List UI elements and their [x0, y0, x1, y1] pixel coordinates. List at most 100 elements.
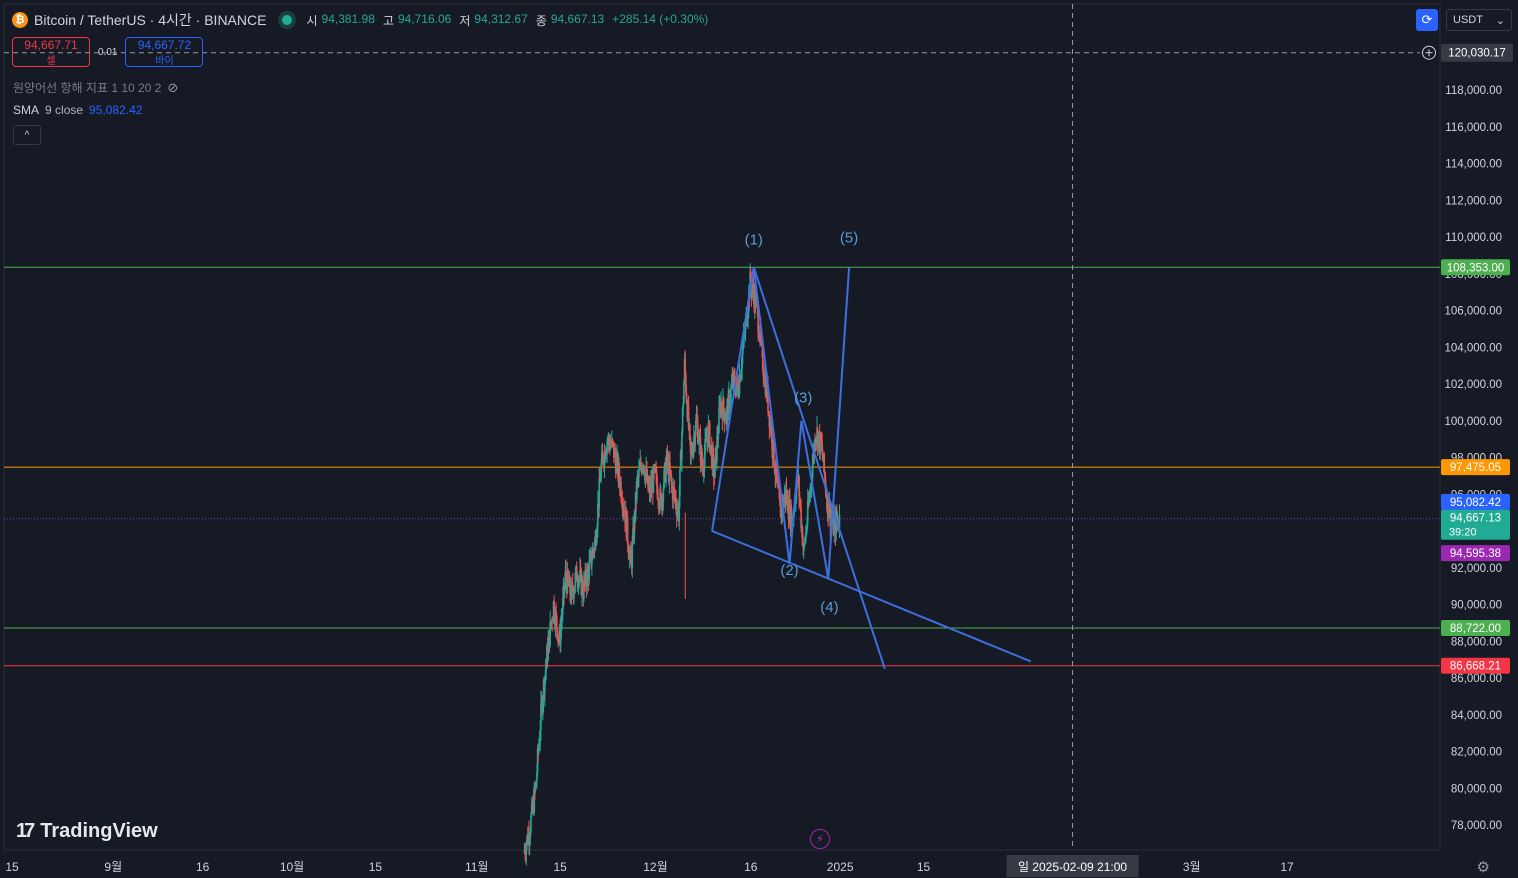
candle-body	[590, 551, 593, 566]
tradingview-logo[interactable]: 17 TradingView	[16, 820, 158, 842]
settings-icon[interactable]: ⚙	[1476, 859, 1490, 876]
candle-body	[659, 490, 662, 497]
candle-body	[573, 591, 575, 599]
candle-body	[573, 586, 576, 592]
current-price-tag	[1441, 509, 1510, 540]
close-value: 94,667.13	[550, 11, 605, 26]
candle-body	[717, 433, 720, 439]
candle-body	[656, 485, 659, 499]
candle-body	[608, 436, 610, 444]
candle-body	[712, 448, 714, 456]
candle-body	[689, 436, 692, 454]
time-tick-label: 3월	[1183, 860, 1201, 874]
candle-body	[730, 383, 733, 389]
candle-body	[536, 772, 538, 781]
collapse-legend-button[interactable]: ^	[13, 125, 41, 145]
symbol-name[interactable]: Bitcoin / TetherUS · 4시간 · BINANCE	[34, 12, 267, 28]
time-tick-label: 11월	[465, 860, 489, 874]
candle-body	[641, 467, 644, 473]
candle-body	[757, 332, 760, 338]
candle-body	[737, 384, 740, 396]
candle-body	[830, 517, 832, 526]
currency-select[interactable]: USDT ⌄	[1446, 9, 1512, 31]
candle-body	[771, 429, 773, 450]
price-tick-label: 102,000.00	[1444, 379, 1502, 391]
level-price-tag	[1441, 259, 1510, 276]
chevron-down-icon: ⌄	[1495, 14, 1505, 27]
sma-legend[interactable]: SMA 9 close 95,082.42	[13, 103, 143, 117]
candle-body	[707, 422, 710, 445]
low-value: 94,312.67	[474, 11, 528, 26]
candle-body	[528, 832, 530, 843]
candle-body	[535, 780, 538, 785]
candle-body	[614, 448, 616, 458]
candle-body	[626, 518, 629, 545]
chart-grid	[3, 3, 1441, 851]
candle-body	[563, 582, 566, 593]
candle-body	[695, 420, 697, 436]
candle-body	[622, 506, 625, 512]
price-tick-label: 112,000.00	[1445, 195, 1502, 207]
candle-body	[606, 441, 609, 443]
candle-body	[654, 465, 657, 472]
candle-body	[545, 663, 548, 670]
candle-body	[838, 514, 841, 529]
candle-body	[749, 271, 752, 286]
trade-panel: 94,667.71 셀 0.01 94,667.72 바이	[12, 37, 204, 67]
candle-body	[733, 374, 736, 379]
candle-body	[569, 577, 571, 595]
sma-price-tag	[1441, 493, 1510, 510]
candle-body	[678, 497, 681, 522]
eye-slash-icon[interactable]: ⊘	[167, 79, 179, 95]
candle-body	[598, 478, 600, 508]
candle-body	[836, 514, 838, 522]
wave-labels: (1) (2) (3) (4) (5)	[745, 230, 859, 616]
tradingview-logo-icon: 17	[16, 820, 35, 842]
candle-body	[798, 496, 801, 502]
candle-body	[687, 404, 690, 428]
sell-button[interactable]: 94,667.71 셀	[12, 37, 90, 67]
time-tick-label: 15	[369, 860, 383, 874]
candle-body	[742, 335, 745, 347]
candle-body	[704, 439, 706, 456]
buy-button[interactable]: 94,667.72 바이	[125, 37, 204, 67]
candle-body	[799, 501, 802, 508]
candle-body	[804, 542, 806, 544]
candle-body	[808, 498, 810, 506]
price-tick-label: 118,000.00	[1445, 85, 1502, 97]
candle-body	[699, 435, 701, 437]
sync-icon[interactable]: ⟳	[1416, 9, 1438, 31]
candle-body	[821, 443, 824, 455]
candle-body	[528, 838, 531, 843]
price-tick-label: 116,000.00	[1445, 122, 1502, 134]
candle-body	[768, 411, 771, 427]
candle-body	[620, 481, 622, 499]
candle-body	[657, 500, 660, 508]
time-tick-label: 12월	[643, 860, 667, 874]
candle-body	[620, 498, 623, 503]
time-tick-label: 9월	[104, 860, 122, 874]
level-price-tag-text: 108,353.00	[1447, 262, 1505, 274]
candle-body	[648, 490, 650, 492]
candle-body	[542, 700, 544, 712]
candle-body	[529, 832, 532, 839]
candle-body	[740, 368, 743, 374]
price-tick-label: 78,000.00	[1451, 820, 1502, 832]
candle-body	[723, 411, 726, 423]
candle-body	[581, 579, 584, 594]
candle-body	[697, 422, 699, 444]
candle-body	[554, 610, 557, 626]
lightning-icon[interactable]: ⚡	[810, 829, 830, 849]
candle-body	[674, 497, 677, 499]
hidden-indicator-legend[interactable]: 원양어선 항해 지표 1 10 20 2 ⊘	[13, 79, 179, 96]
candle-body	[708, 423, 711, 452]
candle-body	[571, 584, 574, 593]
candle-body	[762, 369, 765, 377]
candle-body	[583, 579, 585, 599]
candle-body	[636, 478, 638, 500]
candle-body	[662, 488, 665, 503]
candle-body	[593, 541, 596, 552]
candle-body	[751, 289, 753, 295]
candle-body	[724, 420, 727, 422]
